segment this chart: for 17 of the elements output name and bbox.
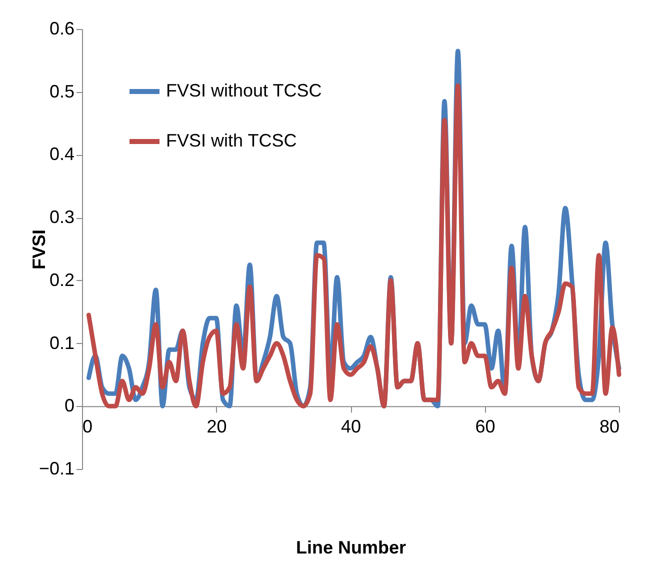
- y-tick-label: 0.5: [49, 81, 74, 102]
- x-tick-label: 60: [475, 416, 496, 437]
- legend-label: FVSI without TCSC: [166, 80, 322, 100]
- x-tick-label: 20: [206, 416, 227, 437]
- y-axis-title: FVSI: [28, 229, 49, 270]
- legend-label: FVSI with TCSC: [166, 130, 297, 150]
- y-tick-label: 0.4: [49, 144, 74, 164]
- x-tick-label: 80: [599, 416, 620, 437]
- x-tick-label: 0: [82, 416, 93, 437]
- y-tick-label: −0.1: [38, 458, 74, 478]
- y-tick-label: 0: [64, 396, 74, 416]
- x-axis-title: Line Number: [296, 538, 406, 558]
- y-tick-label: 0.3: [49, 207, 74, 228]
- y-tick-label: 0.1: [49, 332, 74, 353]
- y-tick-label: 0.6: [49, 18, 74, 38]
- y-tick-label: 0.2: [49, 270, 74, 290]
- x-tick-label: 40: [340, 416, 362, 437]
